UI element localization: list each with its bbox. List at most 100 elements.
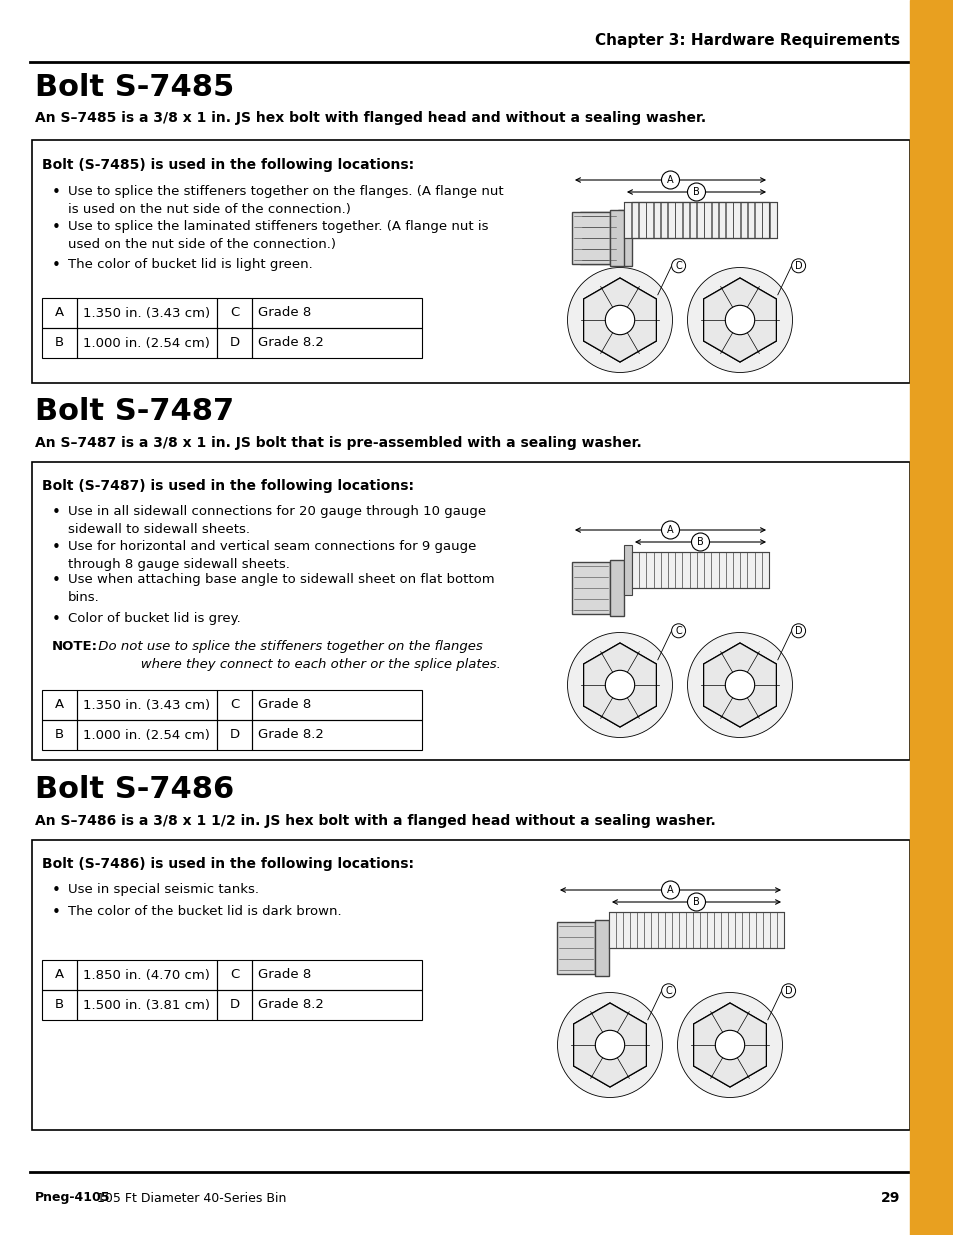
Text: 1.350 in. (3.43 cm): 1.350 in. (3.43 cm) <box>83 306 210 320</box>
Text: An S–7486 is a 3/8 x 1 1/2 in. JS hex bolt with a flanged head without a sealing: An S–7486 is a 3/8 x 1 1/2 in. JS hex bo… <box>35 814 715 827</box>
Bar <box>631 203 776 238</box>
Text: 1.850 in. (4.70 cm): 1.850 in. (4.70 cm) <box>83 968 210 982</box>
Bar <box>216 720 252 750</box>
Polygon shape <box>573 1003 646 1087</box>
Text: Bolt (S-7486) is used in the following locations:: Bolt (S-7486) is used in the following l… <box>42 857 414 871</box>
Text: A: A <box>55 306 64 320</box>
Circle shape <box>557 993 661 1098</box>
Circle shape <box>604 671 634 700</box>
Bar <box>579 212 618 264</box>
Circle shape <box>660 881 679 899</box>
Bar <box>32 840 909 1130</box>
Polygon shape <box>693 1003 765 1087</box>
Text: A: A <box>55 699 64 711</box>
Bar <box>609 210 623 266</box>
Text: B: B <box>697 537 703 547</box>
Text: C: C <box>675 626 681 636</box>
Text: B: B <box>693 186 700 198</box>
Text: Bolt S-7485: Bolt S-7485 <box>35 74 234 103</box>
Text: 1.500 in. (3.81 cm): 1.500 in. (3.81 cm) <box>83 999 210 1011</box>
Circle shape <box>687 268 792 373</box>
Text: A: A <box>666 885 673 895</box>
Bar <box>631 552 768 588</box>
Text: Do not use to splice the stiffeners together on the flanges
           where the: Do not use to splice the stiffeners toge… <box>94 640 500 671</box>
Circle shape <box>724 671 754 700</box>
Text: The color of the bucket lid is dark brown.: The color of the bucket lid is dark brow… <box>68 905 341 918</box>
Bar <box>557 923 595 974</box>
Text: A: A <box>55 968 64 982</box>
Text: Grade 8: Grade 8 <box>257 968 311 982</box>
Text: NOTE:: NOTE: <box>52 640 98 653</box>
Text: C: C <box>230 306 239 320</box>
Text: Bolt S-7486: Bolt S-7486 <box>35 776 234 804</box>
Polygon shape <box>583 278 656 362</box>
Circle shape <box>595 1030 624 1060</box>
Text: Bolt (S-7487) is used in the following locations:: Bolt (S-7487) is used in the following l… <box>42 479 414 493</box>
Text: Bolt S-7487: Bolt S-7487 <box>35 398 233 426</box>
Circle shape <box>724 305 754 335</box>
Circle shape <box>567 632 672 737</box>
Bar <box>42 690 77 720</box>
Bar <box>252 329 421 358</box>
Bar <box>77 960 216 990</box>
Text: Grade 8: Grade 8 <box>257 699 311 711</box>
Polygon shape <box>703 278 776 362</box>
Text: •: • <box>52 505 61 520</box>
Circle shape <box>604 305 634 335</box>
Text: 1.000 in. (2.54 cm): 1.000 in. (2.54 cm) <box>83 729 210 741</box>
Text: The color of bucket lid is light green.: The color of bucket lid is light green. <box>68 258 313 270</box>
Text: D: D <box>230 999 239 1011</box>
Text: 1.350 in. (3.43 cm): 1.350 in. (3.43 cm) <box>83 699 210 711</box>
Text: 1.000 in. (2.54 cm): 1.000 in. (2.54 cm) <box>83 336 210 350</box>
Bar <box>909 0 953 1235</box>
Bar <box>252 298 421 329</box>
Text: Grade 8.2: Grade 8.2 <box>257 729 323 741</box>
Text: A: A <box>666 175 673 185</box>
Bar <box>216 298 252 329</box>
Circle shape <box>661 984 675 998</box>
Bar <box>77 690 216 720</box>
Text: •: • <box>52 220 61 235</box>
Circle shape <box>715 1030 744 1060</box>
Bar <box>572 562 609 614</box>
Bar <box>32 140 909 383</box>
Bar <box>252 720 421 750</box>
Polygon shape <box>693 1003 765 1087</box>
Bar <box>609 559 623 616</box>
Bar <box>42 990 77 1020</box>
Bar <box>623 545 631 595</box>
Text: B: B <box>693 897 700 906</box>
Circle shape <box>677 993 781 1098</box>
Text: D: D <box>794 261 801 270</box>
Polygon shape <box>703 278 776 362</box>
Text: Use when attaching base angle to sidewall sheet on flat bottom
bins.: Use when attaching base angle to sidewal… <box>68 573 494 604</box>
Text: Use in special seismic tanks.: Use in special seismic tanks. <box>68 883 258 897</box>
Bar <box>216 960 252 990</box>
Text: Grade 8.2: Grade 8.2 <box>257 999 323 1011</box>
Text: Use to splice the laminated stiffeners together. (A flange nut is
used on the nu: Use to splice the laminated stiffeners t… <box>68 220 488 251</box>
Text: D: D <box>230 336 239 350</box>
Text: D: D <box>784 986 792 995</box>
Text: 105 Ft Diameter 40-Series Bin: 105 Ft Diameter 40-Series Bin <box>92 1192 286 1204</box>
Bar <box>216 990 252 1020</box>
Bar <box>32 462 909 760</box>
Circle shape <box>671 259 685 273</box>
Text: C: C <box>675 261 681 270</box>
Bar <box>42 298 77 329</box>
Bar <box>77 720 216 750</box>
Text: C: C <box>230 968 239 982</box>
Text: A: A <box>666 525 673 535</box>
Text: Grade 8: Grade 8 <box>257 306 311 320</box>
Circle shape <box>671 624 685 637</box>
Polygon shape <box>583 643 656 727</box>
Text: Color of bucket lid is grey.: Color of bucket lid is grey. <box>68 613 240 625</box>
Text: Use for horizontal and vertical seam connections for 9 gauge
through 8 gauge sid: Use for horizontal and vertical seam con… <box>68 540 476 571</box>
Bar <box>216 329 252 358</box>
Text: •: • <box>52 185 61 200</box>
Circle shape <box>687 893 705 911</box>
Bar <box>216 690 252 720</box>
Bar <box>252 990 421 1020</box>
Text: Use to splice the stiffeners together on the flanges. (A flange nut
is used on t: Use to splice the stiffeners together on… <box>68 185 503 216</box>
Text: Pneg-4105: Pneg-4105 <box>35 1192 111 1204</box>
Text: D: D <box>794 626 801 636</box>
